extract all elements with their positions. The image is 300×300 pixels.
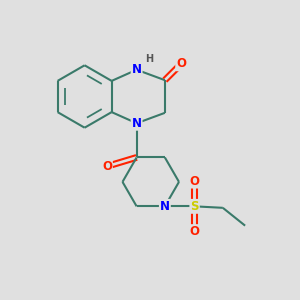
Text: O: O	[190, 175, 200, 188]
Text: N: N	[132, 117, 142, 130]
Text: O: O	[102, 160, 112, 173]
Text: H: H	[145, 54, 153, 64]
Text: O: O	[176, 57, 186, 70]
Text: N: N	[160, 200, 170, 213]
Text: S: S	[190, 200, 199, 213]
Text: O: O	[190, 225, 200, 238]
Text: N: N	[132, 63, 142, 76]
